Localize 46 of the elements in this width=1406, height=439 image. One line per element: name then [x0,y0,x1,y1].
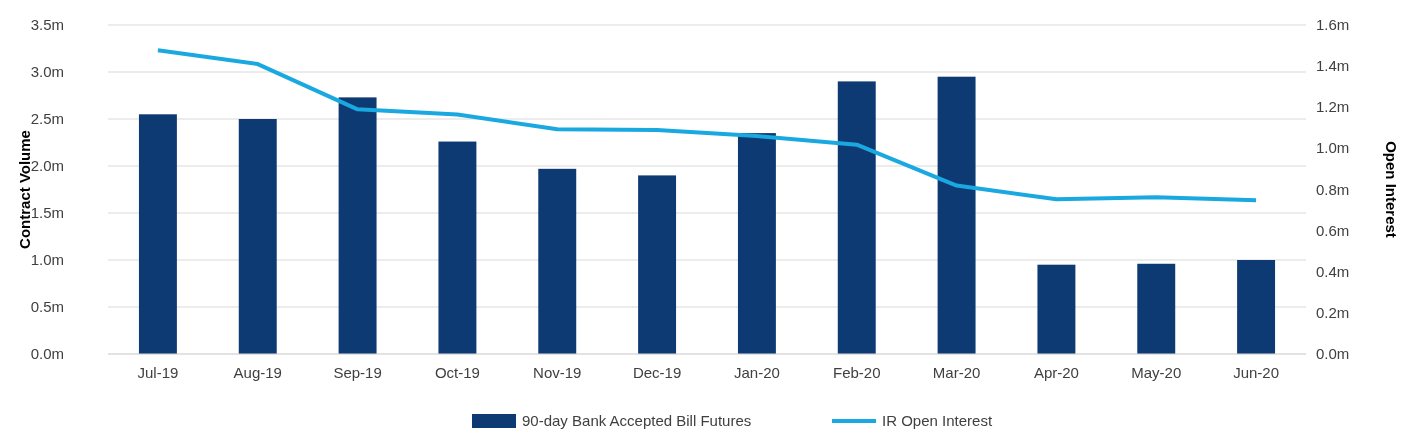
y2-tick-label: 0.8m [1316,180,1350,198]
bar [638,175,677,354]
line-series [155,48,1259,203]
y-tick-label: 0.5m [30,298,64,315]
y-tick-label: 2.0m [30,157,64,174]
bar [238,119,277,354]
bar [937,76,976,354]
y-tick-label: 1.5m [30,204,64,221]
y2-tick-label: 1.0m [1316,139,1350,157]
x-tick-label: May-20 [1131,364,1182,381]
y-tick-label: 2.5m [30,110,64,127]
x-tick-label: Nov-19 [533,364,582,381]
y-tick-label: 0.0m [30,345,64,362]
x-tick-label: Oct-19 [434,364,480,381]
y2-tick-label: 0.2m [1316,303,1350,321]
bar [138,114,177,354]
x-tick-label: Apr-20 [1033,364,1079,381]
y2-axis-title: Open Interest [1383,141,1400,238]
y2-tick-label: 1.6m [1316,16,1350,33]
x-tick-label: Dec-19 [632,364,682,381]
bar [1137,263,1176,354]
y-tick-label: 3.0m [30,63,64,80]
y-tick-label: 3.5m [30,16,64,33]
y2-tick-label: 0.4m [1316,262,1350,280]
x-tick-label: Jan-20 [733,364,780,381]
y-axis-title: Contract Volume [16,130,33,249]
y2-tick-label: 0.0m [1316,345,1350,362]
y2-tick-label: 1.2m [1316,98,1350,116]
bar [1037,264,1076,354]
x-tick-label: Jul-19 [137,364,179,381]
y2-tick-label: 0.6m [1316,221,1350,239]
x-tick-label: Aug-19 [233,364,282,381]
bar [737,133,776,354]
x-tick-label: Jun-20 [1233,364,1280,381]
bar [538,168,577,354]
bar [837,81,876,354]
x-tick-label: Mar-20 [932,364,981,381]
y2-tick-label: 1.4m [1316,57,1350,75]
legend-label: IR Open Interest [882,412,993,429]
y-tick-label: 1.0m [30,251,64,268]
legend-label: 90-day Bank Accepted Bill Futures [522,412,752,429]
bar [438,141,477,354]
bar [1237,260,1276,354]
bar [338,97,377,354]
x-tick-label: Sep-19 [333,364,382,381]
x-tick-label: Feb-20 [832,364,881,381]
